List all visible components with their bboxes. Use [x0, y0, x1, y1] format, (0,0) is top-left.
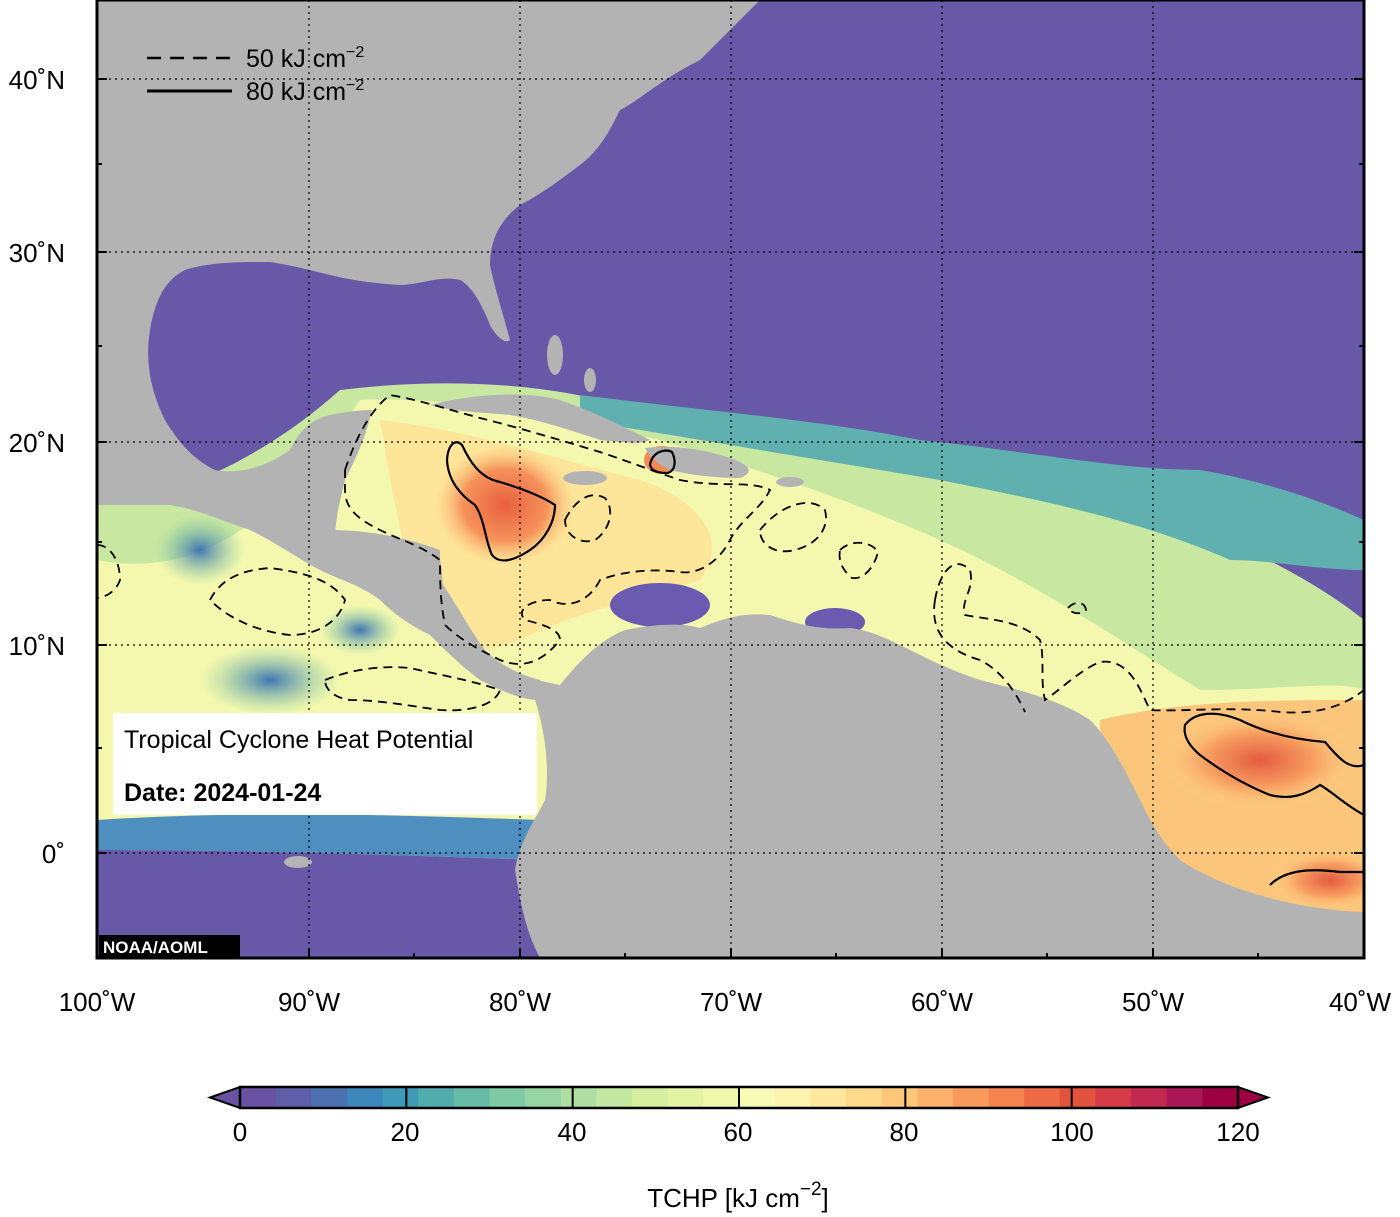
map-date: Date: 2024-01-24	[124, 779, 321, 807]
colorbar-swatch	[275, 1087, 312, 1108]
pacific-low-2	[200, 645, 340, 715]
puerto-rico	[776, 477, 804, 487]
colorbar-swatch	[739, 1087, 776, 1108]
contour-50-inner-2	[759, 502, 827, 553]
colorbar-swatch	[1095, 1087, 1132, 1108]
colorbar-swatch	[1131, 1087, 1168, 1108]
colorbar-swatch	[881, 1087, 918, 1108]
colorbar-swatch	[845, 1087, 883, 1108]
colorbar-swatch	[489, 1087, 526, 1108]
colorbar-swatch	[1059, 1087, 1097, 1108]
lon-label-80w: 80˚W	[489, 987, 552, 1017]
colorbar-min-arrow	[206, 1085, 241, 1110]
contours-50	[97, 394, 1364, 714]
colorbar-tick-60: 60	[724, 1117, 753, 1147]
title-box: Tropical Cyclone Heat Potential Date: 20…	[113, 713, 537, 815]
credit-label: NOAA/AOML	[103, 938, 208, 957]
colorbar-swatch	[1202, 1087, 1239, 1108]
colorbar-swatch	[810, 1087, 847, 1108]
lon-label-50w: 50˚W	[1122, 987, 1185, 1017]
contour-50-atlantic-west	[933, 599, 1026, 713]
contour-80-amazon-south	[1269, 869, 1364, 886]
central-america-land	[330, 530, 540, 700]
contour-80-amazon	[1183, 712, 1364, 817]
atlantic-transition	[580, 395, 1364, 570]
galapagos	[284, 856, 312, 868]
colorbar-tick-20: 20	[391, 1117, 420, 1147]
colorbar-tick-0: 0	[233, 1117, 247, 1147]
colorbar-swatch	[774, 1087, 811, 1108]
contour-50-atlantic	[934, 563, 1364, 714]
title-box-bg	[113, 713, 537, 815]
colorbar-swatch	[632, 1087, 669, 1108]
colorbar-swatch	[703, 1087, 740, 1108]
colorbar-swatch	[525, 1087, 562, 1108]
colorbar-swatch	[311, 1087, 348, 1108]
lon-label-90w: 90˚W	[278, 987, 341, 1017]
lat-label-40n: 40˚N	[9, 65, 65, 95]
colorbar-swatch	[453, 1087, 491, 1108]
amazon-plume-south	[1270, 850, 1364, 910]
contour-50-pacific-lower	[324, 666, 502, 712]
caribbean-hot-spot	[435, 445, 575, 565]
contour-50-inner-3	[838, 541, 879, 579]
colorbar-swatch	[596, 1087, 633, 1108]
colorbar-tick-40: 40	[558, 1117, 587, 1147]
colorbar-swatch	[1166, 1087, 1203, 1108]
lat-label-30n: 30˚N	[9, 238, 65, 268]
contour-80-caribbean	[445, 441, 557, 562]
bahamas-2	[584, 368, 596, 392]
lat-label-20n: 20˚N	[9, 428, 65, 458]
colorbar-swatch	[382, 1087, 419, 1108]
colorbar-swatch	[240, 1087, 277, 1108]
colorbar-swatch	[917, 1087, 954, 1108]
colorbar-swatch	[560, 1087, 598, 1108]
pacific-cold-strip	[97, 814, 540, 860]
amazon-plume-core	[1160, 710, 1360, 810]
contour-50-caribbean	[344, 394, 772, 665]
colorbar-swatch	[1024, 1087, 1061, 1108]
colorbar-tick-120: 120	[1216, 1117, 1259, 1147]
contour-50-island	[1066, 602, 1087, 615]
colorbar-tick-80: 80	[890, 1117, 919, 1147]
lon-label-60w: 60˚W	[911, 987, 974, 1017]
lat-label-10n: 10˚N	[9, 631, 65, 661]
colorbar-tick-100: 100	[1050, 1117, 1093, 1147]
jamaica	[563, 471, 607, 485]
contour-50-inner-1	[564, 494, 612, 543]
colorbar-swatch	[988, 1087, 1025, 1108]
pacific-low-1	[155, 515, 245, 585]
pacific-low-3	[320, 605, 400, 655]
contour-80-haiti	[648, 449, 676, 475]
legend-50-label: 50 kJ cm−2	[246, 44, 364, 73]
bahamas-1	[547, 335, 563, 375]
lon-label-70w: 70˚W	[700, 987, 763, 1017]
pacific-south-cold	[97, 850, 540, 958]
colorbar-swatch	[667, 1087, 704, 1108]
tick-marks	[97, 78, 1364, 958]
contour-50-pacific	[208, 567, 346, 636]
colorbar-swatch	[346, 1087, 384, 1108]
colorbar	[206, 1085, 1272, 1110]
colorbar-max-arrow	[1237, 1085, 1272, 1110]
lat-label-0: 0˚	[42, 839, 65, 869]
venezuela-cold-pocket	[610, 583, 710, 627]
legend-80-label: 80 kJ cm−2	[246, 77, 364, 106]
map-title: Tropical Cyclone Heat Potential	[124, 726, 473, 754]
colorbar-swatch	[952, 1087, 990, 1108]
colorbar-title: TCHP [kJ cm−2]	[647, 1179, 829, 1213]
contours-80	[445, 441, 1364, 886]
lon-label-40w: 40˚W	[1329, 987, 1392, 1017]
contour-50-east-pac-edge	[97, 544, 121, 599]
credit-bg	[99, 935, 240, 958]
contour-legend: 50 kJ cm−2 80 kJ cm−2	[147, 44, 364, 106]
lon-label-100w: 100˚W	[59, 987, 136, 1017]
colorbar-swatch	[418, 1087, 455, 1108]
cuba	[430, 394, 650, 443]
